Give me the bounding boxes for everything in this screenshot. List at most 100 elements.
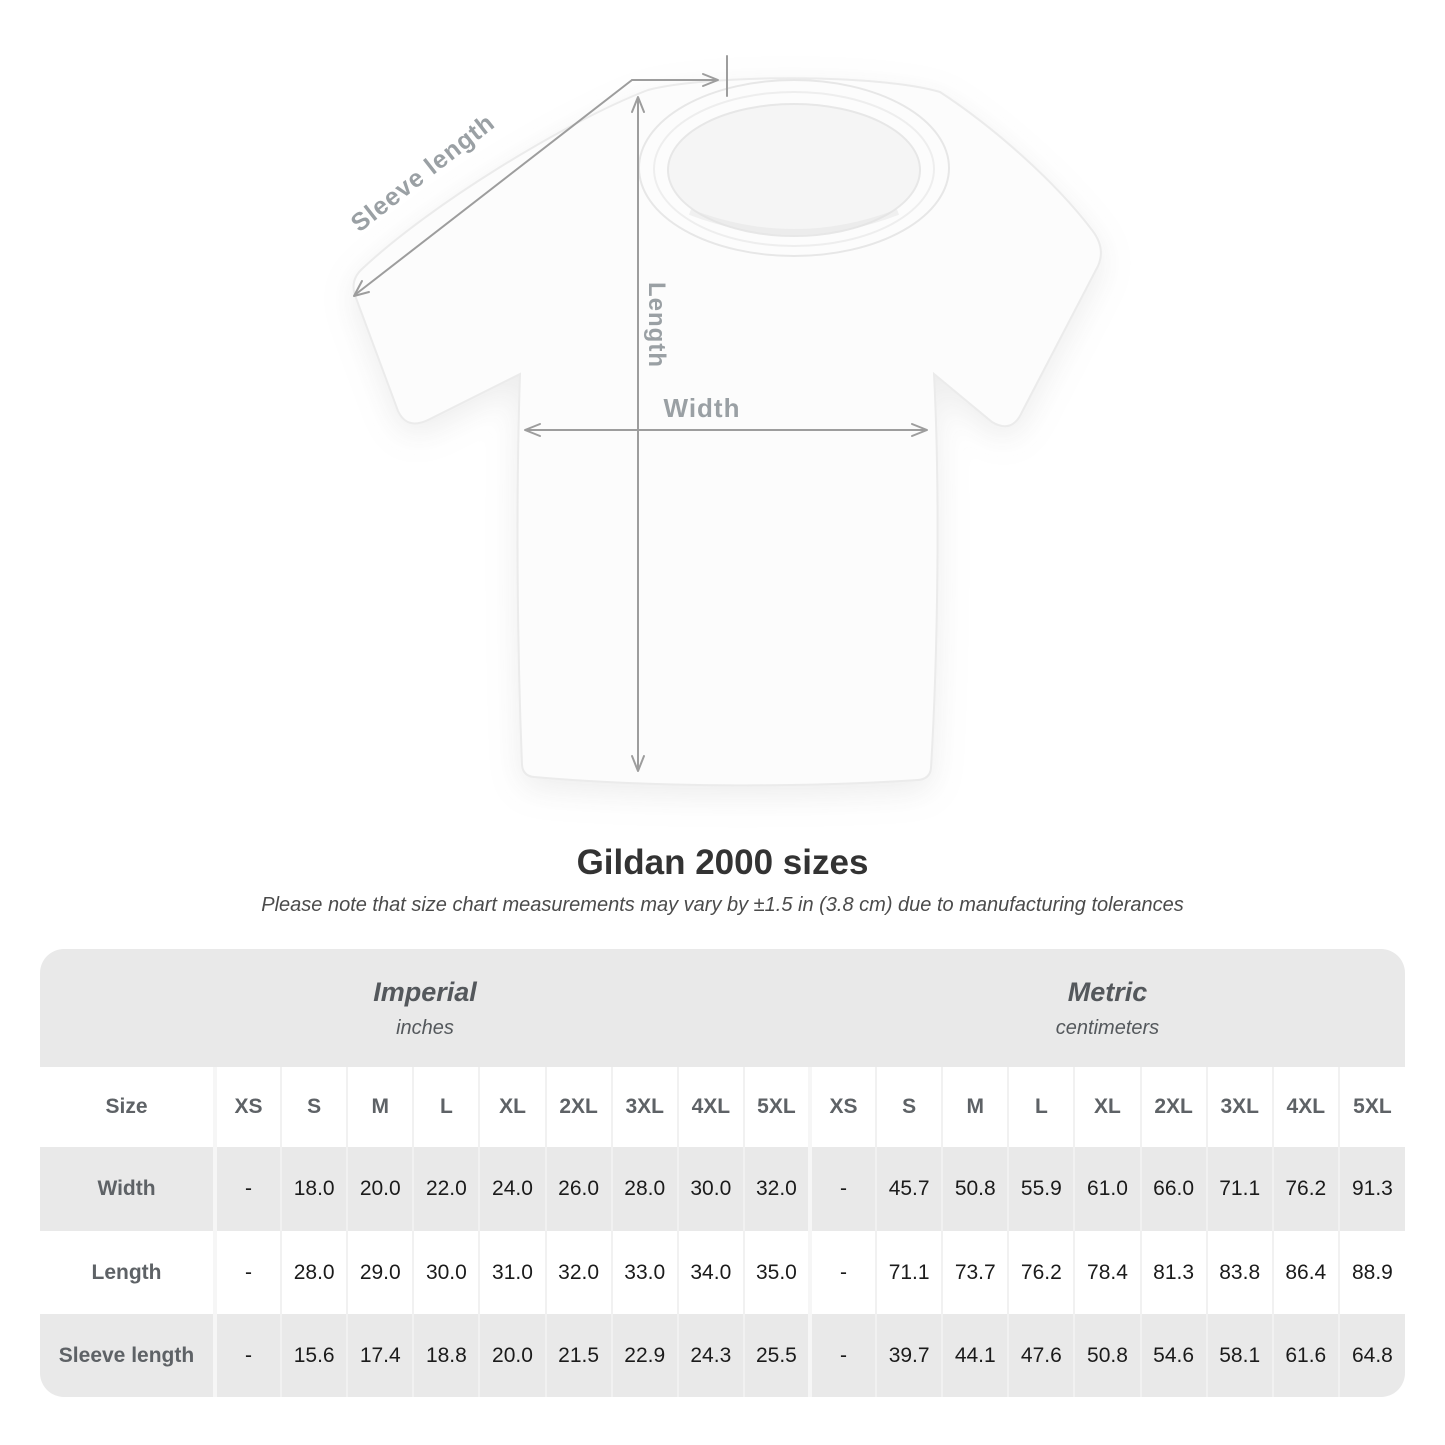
width-annotation-label: Width (663, 393, 741, 423)
value-cell: 78.4 (1073, 1231, 1141, 1314)
value-cell: 66.0 (1139, 1147, 1207, 1231)
sleeve-length-arrowhead (353, 280, 370, 297)
value-cell: 76.2 (1007, 1231, 1075, 1314)
size-header-cell: 3XL (1205, 1067, 1273, 1147)
tshirt-collar-rib (653, 91, 935, 247)
tshirt-collar-opening (667, 103, 921, 237)
row-label: Width (40, 1147, 215, 1231)
value-cell: 24.3 (676, 1314, 744, 1397)
value-cell: - (212, 1314, 282, 1397)
value-cell: 71.1 (1205, 1147, 1273, 1231)
unit-header-row: Imperial inches Metric centimeters (40, 949, 1405, 1067)
size-chart-table: Imperial inches Metric centimeters Size … (40, 949, 1405, 1397)
table-row-width: Width - 18.0 20.0 22.0 24.0 26.0 28.0 30… (40, 1147, 1405, 1231)
value-cell: 50.8 (941, 1147, 1009, 1231)
size-header-cell: XL (1073, 1067, 1141, 1147)
imperial-label: Imperial (373, 976, 477, 1007)
size-header-cell: 2XL (1139, 1067, 1207, 1147)
value-cell: 30.0 (412, 1231, 480, 1314)
value-cell: 91.3 (1337, 1147, 1405, 1231)
value-cell: 28.0 (280, 1231, 348, 1314)
value-cell: 21.5 (544, 1314, 612, 1397)
size-header-cell: 4XL (1271, 1067, 1339, 1147)
value-cell: 34.0 (676, 1231, 744, 1314)
size-header-cell: 4XL (676, 1067, 744, 1147)
value-cell: 25.5 (742, 1314, 810, 1397)
size-header-cell: 5XL (742, 1067, 810, 1147)
table-row-length: Length - 28.0 29.0 30.0 31.0 32.0 33.0 3… (40, 1231, 1405, 1314)
tshirt-figure: Sleeve length Length Width (346, 55, 1102, 787)
measurement-annotations (353, 55, 928, 772)
metric-label: Metric (1067, 976, 1148, 1007)
value-cell: 22.9 (610, 1314, 678, 1397)
value-cell: 32.0 (544, 1231, 612, 1314)
unit-group-metric: Metric centimeters (809, 949, 1405, 1067)
value-cell: 54.6 (1139, 1314, 1207, 1397)
size-header-cell: XS (807, 1067, 877, 1147)
value-cell: 18.8 (412, 1314, 480, 1397)
size-chart-container: Imperial inches Metric centimeters Size … (40, 949, 1405, 1397)
value-cell: 20.0 (478, 1314, 546, 1397)
width-arrowhead-right (911, 423, 928, 437)
size-header-cell: XL (478, 1067, 546, 1147)
value-cell: 64.8 (1337, 1314, 1405, 1397)
size-header-cell: S (875, 1067, 943, 1147)
value-cell: 33.0 (610, 1231, 678, 1314)
value-cell: 17.4 (346, 1314, 414, 1397)
value-cell: 47.6 (1007, 1314, 1075, 1397)
size-header-cell: XS (212, 1067, 282, 1147)
value-cell: 76.2 (1271, 1147, 1339, 1231)
value-cell: 45.7 (875, 1147, 943, 1231)
value-cell: - (212, 1147, 282, 1231)
value-cell: 61.0 (1073, 1147, 1141, 1231)
sleeve-length-line (355, 79, 633, 295)
size-header-cell: S (280, 1067, 348, 1147)
size-header-cell: M (941, 1067, 1009, 1147)
value-cell: 55.9 (1007, 1147, 1075, 1231)
value-cell: 35.0 (742, 1231, 810, 1314)
width-arrowhead-left (524, 423, 541, 437)
value-cell: 83.8 (1205, 1231, 1273, 1314)
value-cell: 30.0 (676, 1147, 744, 1231)
value-cell: 61.6 (1271, 1314, 1339, 1397)
value-cell: 28.0 (610, 1147, 678, 1231)
value-cell: - (807, 1147, 877, 1231)
size-header-cell: L (412, 1067, 480, 1147)
size-column-header: Size (40, 1067, 215, 1147)
value-cell: 18.0 (280, 1147, 348, 1231)
row-label: Sleeve length (40, 1314, 215, 1397)
imperial-unit-label: inches (396, 1016, 454, 1039)
row-label: Length (40, 1231, 215, 1314)
page-title: Gildan 2000 sizes (576, 843, 869, 882)
value-cell: 73.7 (941, 1231, 1009, 1314)
value-cell: 39.7 (875, 1314, 943, 1397)
value-cell: 88.9 (1337, 1231, 1405, 1314)
value-cell: 31.0 (478, 1231, 546, 1314)
metric-unit-label: centimeters (1055, 1016, 1160, 1039)
size-header-cell: 3XL (610, 1067, 678, 1147)
tshirt-graphic (352, 77, 1102, 787)
length-annotation-label: Length (643, 282, 670, 368)
sleeve-jog-arrowhead (702, 73, 719, 87)
value-cell: 50.8 (1073, 1314, 1141, 1397)
length-arrowhead-down (631, 755, 645, 772)
size-header-row: Size XS S M L XL 2XL 3XL 4XL 5XL XS S M … (40, 1067, 1405, 1147)
value-cell: - (212, 1231, 282, 1314)
value-cell: 26.0 (544, 1147, 612, 1231)
value-cell: 24.0 (478, 1147, 546, 1231)
unit-group-imperial: Imperial inches (40, 949, 810, 1067)
size-header-cell: 2XL (544, 1067, 612, 1147)
value-cell: 44.1 (941, 1314, 1009, 1397)
size-header-cell: M (346, 1067, 414, 1147)
value-cell: 71.1 (875, 1231, 943, 1314)
value-cell: 22.0 (412, 1147, 480, 1231)
value-cell: 20.0 (346, 1147, 414, 1231)
value-cell: 86.4 (1271, 1231, 1339, 1314)
value-cell: 58.1 (1205, 1314, 1273, 1397)
value-cell: 29.0 (346, 1231, 414, 1314)
tshirt-body (352, 77, 1102, 787)
tshirt-collar-shadow (688, 209, 900, 235)
size-header-cell: L (1007, 1067, 1075, 1147)
size-header-cell: 5XL (1337, 1067, 1405, 1147)
